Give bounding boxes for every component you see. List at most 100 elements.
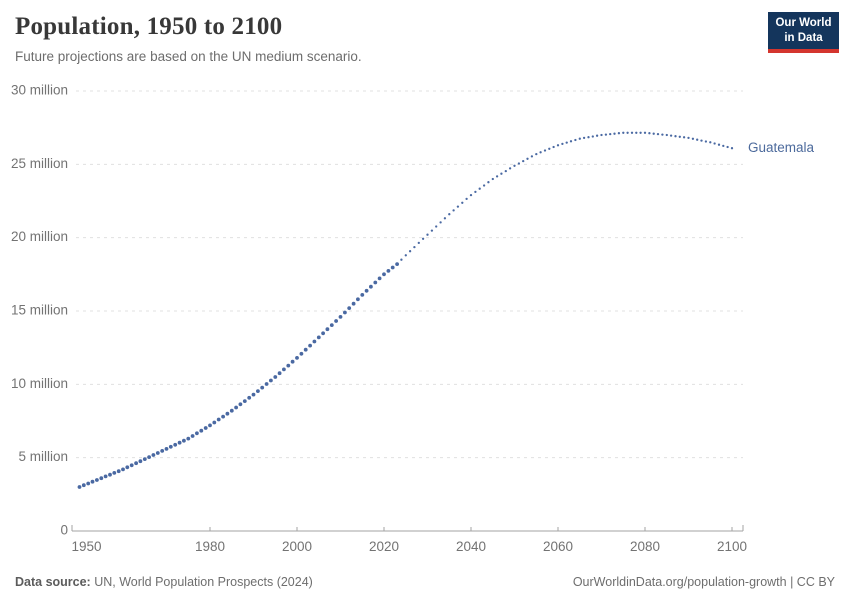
- data-point-projection[interactable]: [652, 132, 655, 135]
- data-point-historical[interactable]: [182, 438, 186, 443]
- data-point-projection[interactable]: [495, 175, 499, 178]
- data-point-historical[interactable]: [329, 323, 334, 327]
- data-point-projection[interactable]: [439, 221, 442, 224]
- data-point-projection[interactable]: [669, 134, 673, 137]
- data-point-historical[interactable]: [299, 351, 304, 356]
- data-point-historical[interactable]: [286, 363, 291, 368]
- data-point-projection[interactable]: [574, 138, 577, 142]
- data-point-historical[interactable]: [364, 288, 369, 293]
- data-point-historical[interactable]: [134, 461, 139, 466]
- data-point-historical[interactable]: [225, 411, 230, 416]
- data-point-historical[interactable]: [112, 471, 117, 475]
- data-point-projection[interactable]: [426, 233, 429, 236]
- data-point-projection[interactable]: [491, 177, 494, 181]
- data-point-projection[interactable]: [617, 132, 621, 135]
- data-point-projection[interactable]: [600, 133, 603, 137]
- data-point-projection[interactable]: [582, 136, 586, 140]
- data-point-projection[interactable]: [478, 187, 481, 190]
- data-point-historical[interactable]: [260, 385, 265, 390]
- data-point-projection[interactable]: [643, 131, 647, 134]
- data-point-projection[interactable]: [530, 155, 534, 158]
- data-point-projection[interactable]: [465, 197, 468, 201]
- data-point-historical[interactable]: [168, 444, 173, 449]
- data-point-historical[interactable]: [151, 453, 156, 457]
- data-point-historical[interactable]: [251, 392, 256, 397]
- data-point-projection[interactable]: [461, 201, 464, 204]
- data-point-projection[interactable]: [482, 184, 486, 187]
- data-point-projection[interactable]: [526, 157, 529, 160]
- data-point-historical[interactable]: [95, 478, 99, 482]
- data-point-historical[interactable]: [155, 451, 160, 455]
- data-point-projection[interactable]: [730, 147, 734, 150]
- data-point-historical[interactable]: [212, 420, 217, 425]
- data-point-projection[interactable]: [552, 145, 555, 149]
- data-point-historical[interactable]: [121, 467, 125, 472]
- data-point-historical[interactable]: [395, 262, 399, 266]
- data-point-historical[interactable]: [129, 463, 134, 468]
- data-point-historical[interactable]: [269, 378, 273, 383]
- data-point-historical[interactable]: [321, 331, 325, 336]
- data-point-projection[interactable]: [665, 133, 668, 137]
- data-point-historical[interactable]: [199, 428, 204, 433]
- data-point-historical[interactable]: [108, 472, 112, 477]
- data-point-projection[interactable]: [713, 142, 716, 145]
- data-point-projection[interactable]: [661, 133, 664, 136]
- data-point-historical[interactable]: [173, 442, 178, 447]
- data-point-historical[interactable]: [242, 399, 247, 403]
- data-point-projection[interactable]: [456, 205, 460, 208]
- data-point-historical[interactable]: [290, 359, 295, 364]
- data-point-projection[interactable]: [578, 137, 581, 140]
- data-point-historical[interactable]: [99, 476, 104, 481]
- data-point-historical[interactable]: [316, 335, 321, 340]
- data-point-projection[interactable]: [656, 132, 660, 136]
- data-point-projection[interactable]: [504, 169, 507, 173]
- data-point-projection[interactable]: [548, 147, 551, 150]
- data-point-projection[interactable]: [543, 149, 547, 152]
- data-point-historical[interactable]: [282, 367, 286, 372]
- data-point-historical[interactable]: [138, 459, 143, 464]
- data-point-projection[interactable]: [674, 135, 677, 138]
- data-point-historical[interactable]: [208, 423, 212, 428]
- data-point-historical[interactable]: [334, 319, 338, 323]
- data-point-projection[interactable]: [722, 144, 725, 148]
- data-point-projection[interactable]: [430, 229, 434, 232]
- data-point-historical[interactable]: [373, 280, 378, 285]
- data-point-projection[interactable]: [561, 142, 564, 146]
- data-point-projection[interactable]: [587, 136, 590, 139]
- data-point-projection[interactable]: [700, 139, 703, 142]
- data-point-historical[interactable]: [303, 347, 308, 352]
- data-point-projection[interactable]: [613, 132, 616, 135]
- data-point-projection[interactable]: [696, 138, 699, 141]
- data-point-historical[interactable]: [390, 265, 395, 270]
- data-point-projection[interactable]: [469, 193, 473, 197]
- data-point-historical[interactable]: [190, 434, 195, 438]
- data-point-projection[interactable]: [404, 254, 407, 257]
- data-point-historical[interactable]: [81, 483, 86, 488]
- data-point-projection[interactable]: [565, 141, 568, 144]
- data-point-historical[interactable]: [77, 485, 82, 489]
- data-point-historical[interactable]: [203, 426, 208, 430]
- data-point-historical[interactable]: [338, 315, 343, 319]
- data-point-projection[interactable]: [595, 134, 599, 137]
- data-point-historical[interactable]: [160, 449, 165, 453]
- data-point-projection[interactable]: [517, 162, 521, 165]
- data-point-projection[interactable]: [604, 133, 608, 136]
- data-point-projection[interactable]: [639, 131, 642, 134]
- data-point-historical[interactable]: [90, 479, 95, 484]
- data-point-historical[interactable]: [86, 481, 91, 486]
- data-point-projection[interactable]: [709, 141, 712, 144]
- data-point-projection[interactable]: [704, 140, 708, 143]
- data-point-historical[interactable]: [186, 436, 191, 441]
- data-point-historical[interactable]: [147, 455, 152, 459]
- data-point-projection[interactable]: [487, 181, 490, 184]
- data-point-projection[interactable]: [539, 151, 542, 154]
- data-point-historical[interactable]: [142, 457, 147, 461]
- data-point-historical[interactable]: [256, 389, 260, 393]
- data-point-projection[interactable]: [513, 164, 516, 167]
- data-point-projection[interactable]: [556, 144, 560, 147]
- data-point-historical[interactable]: [277, 371, 282, 376]
- data-point-historical[interactable]: [234, 405, 239, 410]
- data-point-projection[interactable]: [474, 190, 477, 194]
- data-point-projection[interactable]: [413, 245, 416, 249]
